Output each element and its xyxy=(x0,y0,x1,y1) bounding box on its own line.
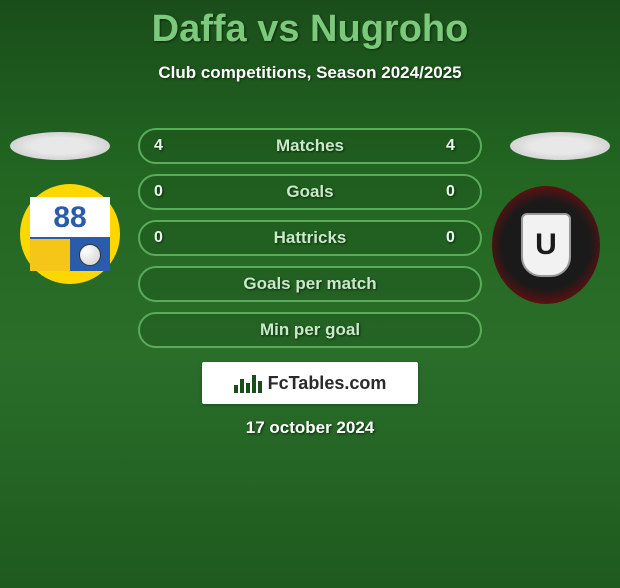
stat-label: Goals xyxy=(286,182,333,202)
club-badge-right: U xyxy=(492,186,600,304)
player-photo-left xyxy=(10,132,110,160)
stat-left-value: 0 xyxy=(154,229,174,247)
stat-label: Hattricks xyxy=(274,228,347,248)
chart-bars-icon xyxy=(234,373,262,393)
branding-text: FcTables.com xyxy=(268,373,387,394)
badge-left-number: 88 xyxy=(30,197,110,239)
stat-left-value: 0 xyxy=(154,183,174,201)
stat-right-value: 0 xyxy=(446,229,466,247)
date-text: 17 october 2024 xyxy=(0,418,620,438)
stat-label: Matches xyxy=(276,136,344,156)
stat-label: Min per goal xyxy=(260,320,360,340)
stat-row: 4 Matches 4 xyxy=(138,128,482,164)
player-photo-right xyxy=(510,132,610,160)
badge-right-letter: U xyxy=(521,213,571,277)
subtitle: Club competitions, Season 2024/2025 xyxy=(0,63,620,83)
stat-label: Goals per match xyxy=(243,274,376,294)
soccer-ball-icon xyxy=(79,244,101,266)
stat-row: Min per goal xyxy=(138,312,482,348)
stat-right-value: 0 xyxy=(446,183,466,201)
stat-right-value: 4 xyxy=(446,137,466,155)
stat-row: Goals per match xyxy=(138,266,482,302)
stat-row: 0 Goals 0 xyxy=(138,174,482,210)
page-title: Daffa vs Nugroho xyxy=(0,8,620,51)
club-badge-left: 88 xyxy=(20,184,120,284)
stat-left-value: 4 xyxy=(154,137,174,155)
stat-row: 0 Hattricks 0 xyxy=(138,220,482,256)
stats-container: 4 Matches 4 0 Goals 0 0 Hattricks 0 Goal… xyxy=(138,128,482,358)
branding-badge: FcTables.com xyxy=(202,362,418,404)
